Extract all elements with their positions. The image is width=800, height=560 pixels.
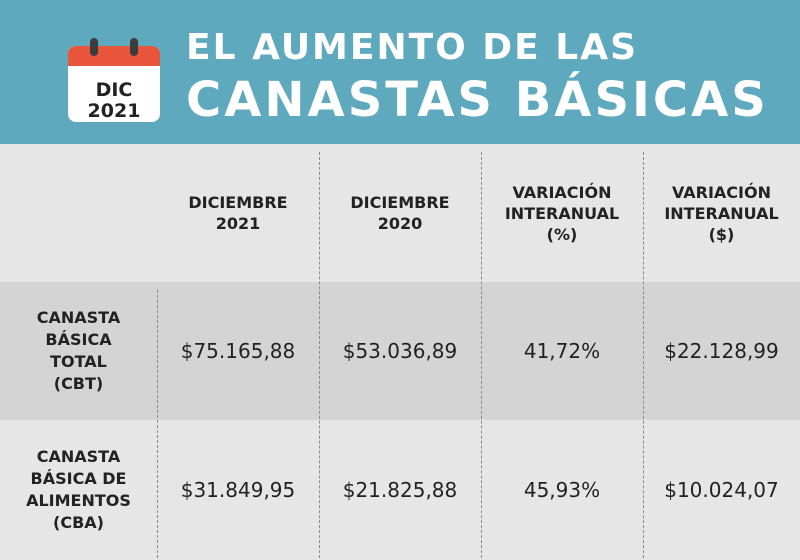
cbt-variacion-pct-value: 41,72% — [523, 339, 601, 363]
calendar-month: DIC — [95, 79, 133, 101]
table-row-cbt: CANASTA BÁSICA TOTAL (CBT) $75.165,88 $5… — [0, 282, 800, 420]
calendar-icon: DIC 2021 — [68, 38, 160, 122]
column-divider-1 — [157, 290, 158, 558]
title-line-2: CANASTAS BÁSICAS — [186, 72, 769, 128]
cba-variacion-pesos-value: $10.024,07 — [664, 478, 779, 502]
column-divider-4 — [643, 152, 644, 558]
header-cell-dic-2020: DICIEMBRE 2020 — [350, 193, 450, 233]
cbt-variacion-pesos-value: $22.128,99 — [664, 339, 779, 363]
header-cell-variacion-pct: VARIACIÓN INTERANUAL (%) — [504, 182, 620, 244]
calendar-ring-left — [90, 38, 98, 56]
header-cell-dic-2021: DICIEMBRE 2021 — [188, 193, 288, 233]
table-header-row: DICIEMBRE 2021 DICIEMBRE 2020 VARIACIÓN … — [0, 144, 800, 282]
cba-dic-2021-value: $31.849,95 — [180, 478, 296, 502]
title-line-1: EL AUMENTO DE LAS — [186, 27, 639, 68]
header-banner: DIC 2021 EL AUMENTO DE LAS CANASTAS BÁSI… — [0, 0, 800, 144]
calendar-year: 2021 — [87, 100, 141, 122]
header-cell-empty — [0, 144, 157, 282]
calendar-page: DIC 2021 — [68, 46, 160, 122]
row-label-cbt: CANASTA BÁSICA TOTAL (CBT) — [36, 308, 121, 393]
column-divider-3 — [481, 152, 482, 558]
cba-dic-2020-value: $21.825,88 — [342, 478, 458, 502]
cbt-dic-2021-value: $75.165,88 — [180, 339, 296, 363]
calendar-top-bar — [68, 46, 160, 66]
table-row-cba: CANASTA BÁSICA DE ALIMENTOS (CBA) $31.84… — [0, 420, 800, 560]
cbt-dic-2020-value: $53.036,89 — [342, 339, 458, 363]
calendar-ring-right — [130, 38, 138, 56]
column-divider-2 — [319, 152, 320, 558]
row-label-cba: CANASTA BÁSICA DE ALIMENTOS (CBA) — [26, 447, 131, 532]
header-cell-variacion-pesos: VARIACIÓN INTERANUAL ($) — [664, 182, 779, 244]
cba-variacion-pct-value: 45,93% — [523, 478, 601, 502]
